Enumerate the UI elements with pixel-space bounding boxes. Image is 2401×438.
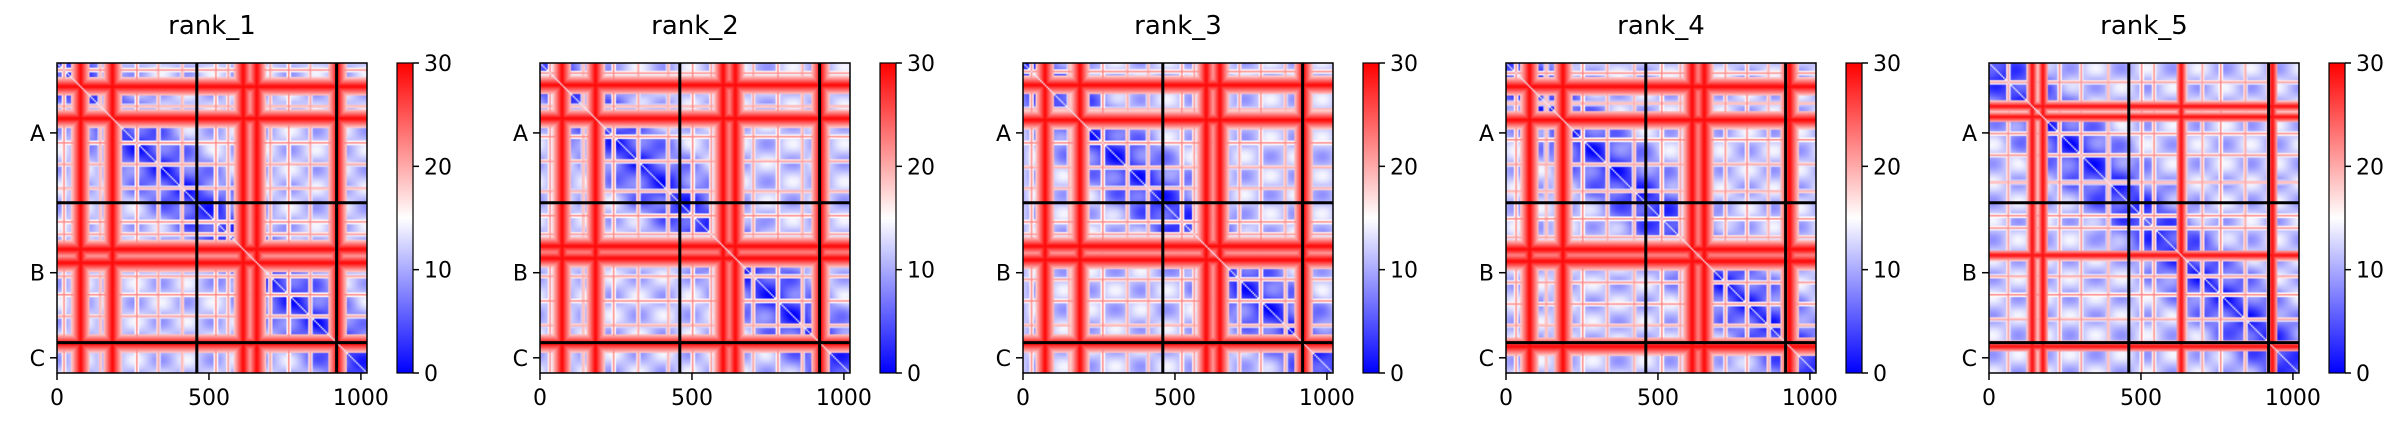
y-tick-label: B (513, 262, 528, 287)
heatmap-frame (56, 62, 368, 374)
y-tick-label: C (513, 347, 528, 372)
panel-title: rank_5 (2100, 11, 2188, 41)
heatmap-frame (1988, 62, 2300, 374)
x-tick-label: 0 (1982, 386, 1996, 411)
heatmap-image (1506, 63, 1816, 373)
colorbar-tick-label: 20 (907, 155, 935, 180)
y-tick-label: B (996, 262, 1011, 287)
panel-title: rank_4 (1617, 11, 1705, 41)
y-tick-label: C (1479, 347, 1494, 372)
panel-title: rank_3 (1134, 11, 1222, 41)
colorbar-tick-label: 10 (1873, 259, 1901, 284)
colorbar-tick-label: 30 (1873, 52, 1901, 77)
colorbar-tick-label: 20 (1390, 155, 1418, 180)
x-tick-label: 0 (1016, 386, 1030, 411)
colorbar (396, 62, 414, 374)
x-tick-label: 0 (533, 386, 547, 411)
colorbar-tick-label: 10 (2356, 259, 2384, 284)
y-tick-label: A (30, 122, 45, 147)
y-tick-label: C (30, 347, 45, 372)
x-tick-label: 500 (1154, 386, 1196, 411)
heatmap-image (540, 63, 850, 373)
colorbar (1362, 62, 1380, 374)
colorbar-tick-label: 20 (2356, 155, 2384, 180)
heatmap-image (1989, 63, 2299, 373)
colorbar-tick-label: 10 (424, 259, 452, 284)
colorbar-tick-label: 30 (1390, 52, 1418, 77)
heatmap-image (1023, 63, 1333, 373)
heatmap-frame (1505, 62, 1817, 374)
y-tick-label: B (30, 262, 45, 287)
x-tick-label: 500 (2120, 386, 2162, 411)
colorbar-tick-label: 30 (424, 52, 452, 77)
y-tick-label: A (513, 122, 528, 147)
x-tick-label: 1000 (333, 386, 389, 411)
y-tick-label: B (1479, 262, 1494, 287)
heatmap-frame (539, 62, 851, 374)
colorbar (2328, 62, 2346, 374)
colorbar-tick-label: 0 (424, 362, 438, 387)
x-tick-label: 1000 (1782, 386, 1838, 411)
x-tick-label: 500 (671, 386, 713, 411)
heatmap-frame (1022, 62, 1334, 374)
colorbar-tick-label: 30 (2356, 52, 2384, 77)
x-tick-label: 500 (188, 386, 230, 411)
y-tick-label: B (1962, 262, 1977, 287)
colorbar (879, 62, 897, 374)
colorbar-tick-label: 0 (2356, 362, 2370, 387)
colorbar-tick-label: 0 (1390, 362, 1404, 387)
colorbar-tick-label: 10 (907, 259, 935, 284)
x-tick-label: 0 (1499, 386, 1513, 411)
colorbar-tick-label: 30 (907, 52, 935, 77)
x-tick-label: 1000 (1299, 386, 1355, 411)
y-tick-label: A (996, 122, 1011, 147)
x-tick-label: 1000 (2265, 386, 2321, 411)
panel-title: rank_1 (168, 11, 256, 41)
heatmap-image (57, 63, 367, 373)
y-tick-label: C (1962, 347, 1977, 372)
colorbar-tick-label: 0 (907, 362, 921, 387)
y-tick-label: C (996, 347, 1011, 372)
colorbar-tick-label: 10 (1390, 259, 1418, 284)
panel-title: rank_2 (651, 11, 739, 41)
x-tick-label: 500 (1637, 386, 1679, 411)
y-tick-label: A (1962, 122, 1977, 147)
colorbar (1845, 62, 1863, 374)
x-tick-label: 0 (50, 386, 64, 411)
colorbar-tick-label: 20 (424, 155, 452, 180)
colorbar-tick-label: 20 (1873, 155, 1901, 180)
y-tick-label: A (1479, 122, 1494, 147)
colorbar-tick-label: 0 (1873, 362, 1887, 387)
x-tick-label: 1000 (816, 386, 872, 411)
